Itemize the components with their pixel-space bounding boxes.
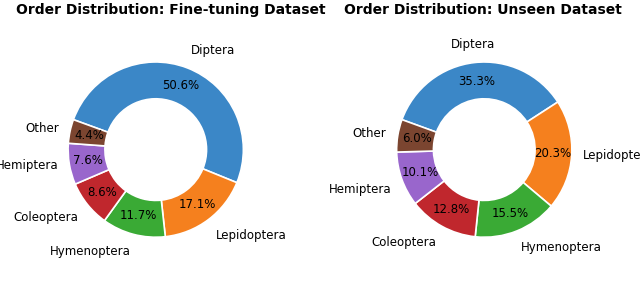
Text: Hymenoptera: Hymenoptera bbox=[521, 241, 602, 254]
Text: Order Distribution: Fine-tuning Dataset: Order Distribution: Fine-tuning Dataset bbox=[15, 3, 325, 17]
Text: 10.1%: 10.1% bbox=[401, 166, 438, 179]
Wedge shape bbox=[74, 62, 243, 183]
Text: 12.8%: 12.8% bbox=[433, 203, 470, 216]
Wedge shape bbox=[402, 62, 558, 132]
Wedge shape bbox=[523, 102, 572, 206]
Wedge shape bbox=[161, 169, 237, 237]
Wedge shape bbox=[415, 181, 479, 237]
Text: 11.7%: 11.7% bbox=[120, 209, 157, 222]
Wedge shape bbox=[75, 170, 126, 221]
Wedge shape bbox=[68, 120, 108, 146]
Wedge shape bbox=[397, 151, 444, 204]
Text: 20.3%: 20.3% bbox=[534, 147, 571, 160]
Text: Diptera: Diptera bbox=[191, 44, 236, 57]
Text: Diptera: Diptera bbox=[451, 38, 495, 51]
Wedge shape bbox=[104, 191, 165, 237]
Text: 50.6%: 50.6% bbox=[162, 79, 199, 92]
Text: Lepidoptera: Lepidoptera bbox=[216, 229, 286, 242]
Wedge shape bbox=[475, 182, 551, 237]
Text: 4.4%: 4.4% bbox=[74, 129, 104, 142]
Text: Coleoptera: Coleoptera bbox=[13, 212, 79, 224]
Text: Coleoptera: Coleoptera bbox=[371, 236, 436, 249]
Text: Lepidoptera: Lepidoptera bbox=[583, 149, 640, 162]
Text: 8.6%: 8.6% bbox=[88, 186, 117, 199]
Wedge shape bbox=[397, 120, 436, 152]
Text: 17.1%: 17.1% bbox=[178, 198, 216, 211]
Text: Hemiptera: Hemiptera bbox=[328, 183, 391, 196]
Text: Hemiptera: Hemiptera bbox=[0, 160, 58, 173]
Text: 35.3%: 35.3% bbox=[458, 75, 495, 88]
Text: Other: Other bbox=[25, 122, 59, 135]
Wedge shape bbox=[68, 143, 109, 184]
Text: Other: Other bbox=[353, 127, 387, 140]
Text: Order Distribution: Unseen Dataset: Order Distribution: Unseen Dataset bbox=[344, 3, 622, 17]
Text: 7.6%: 7.6% bbox=[74, 155, 103, 168]
Text: 6.0%: 6.0% bbox=[402, 132, 431, 145]
Text: 15.5%: 15.5% bbox=[492, 206, 529, 219]
Text: Hymenoptera: Hymenoptera bbox=[49, 245, 131, 258]
